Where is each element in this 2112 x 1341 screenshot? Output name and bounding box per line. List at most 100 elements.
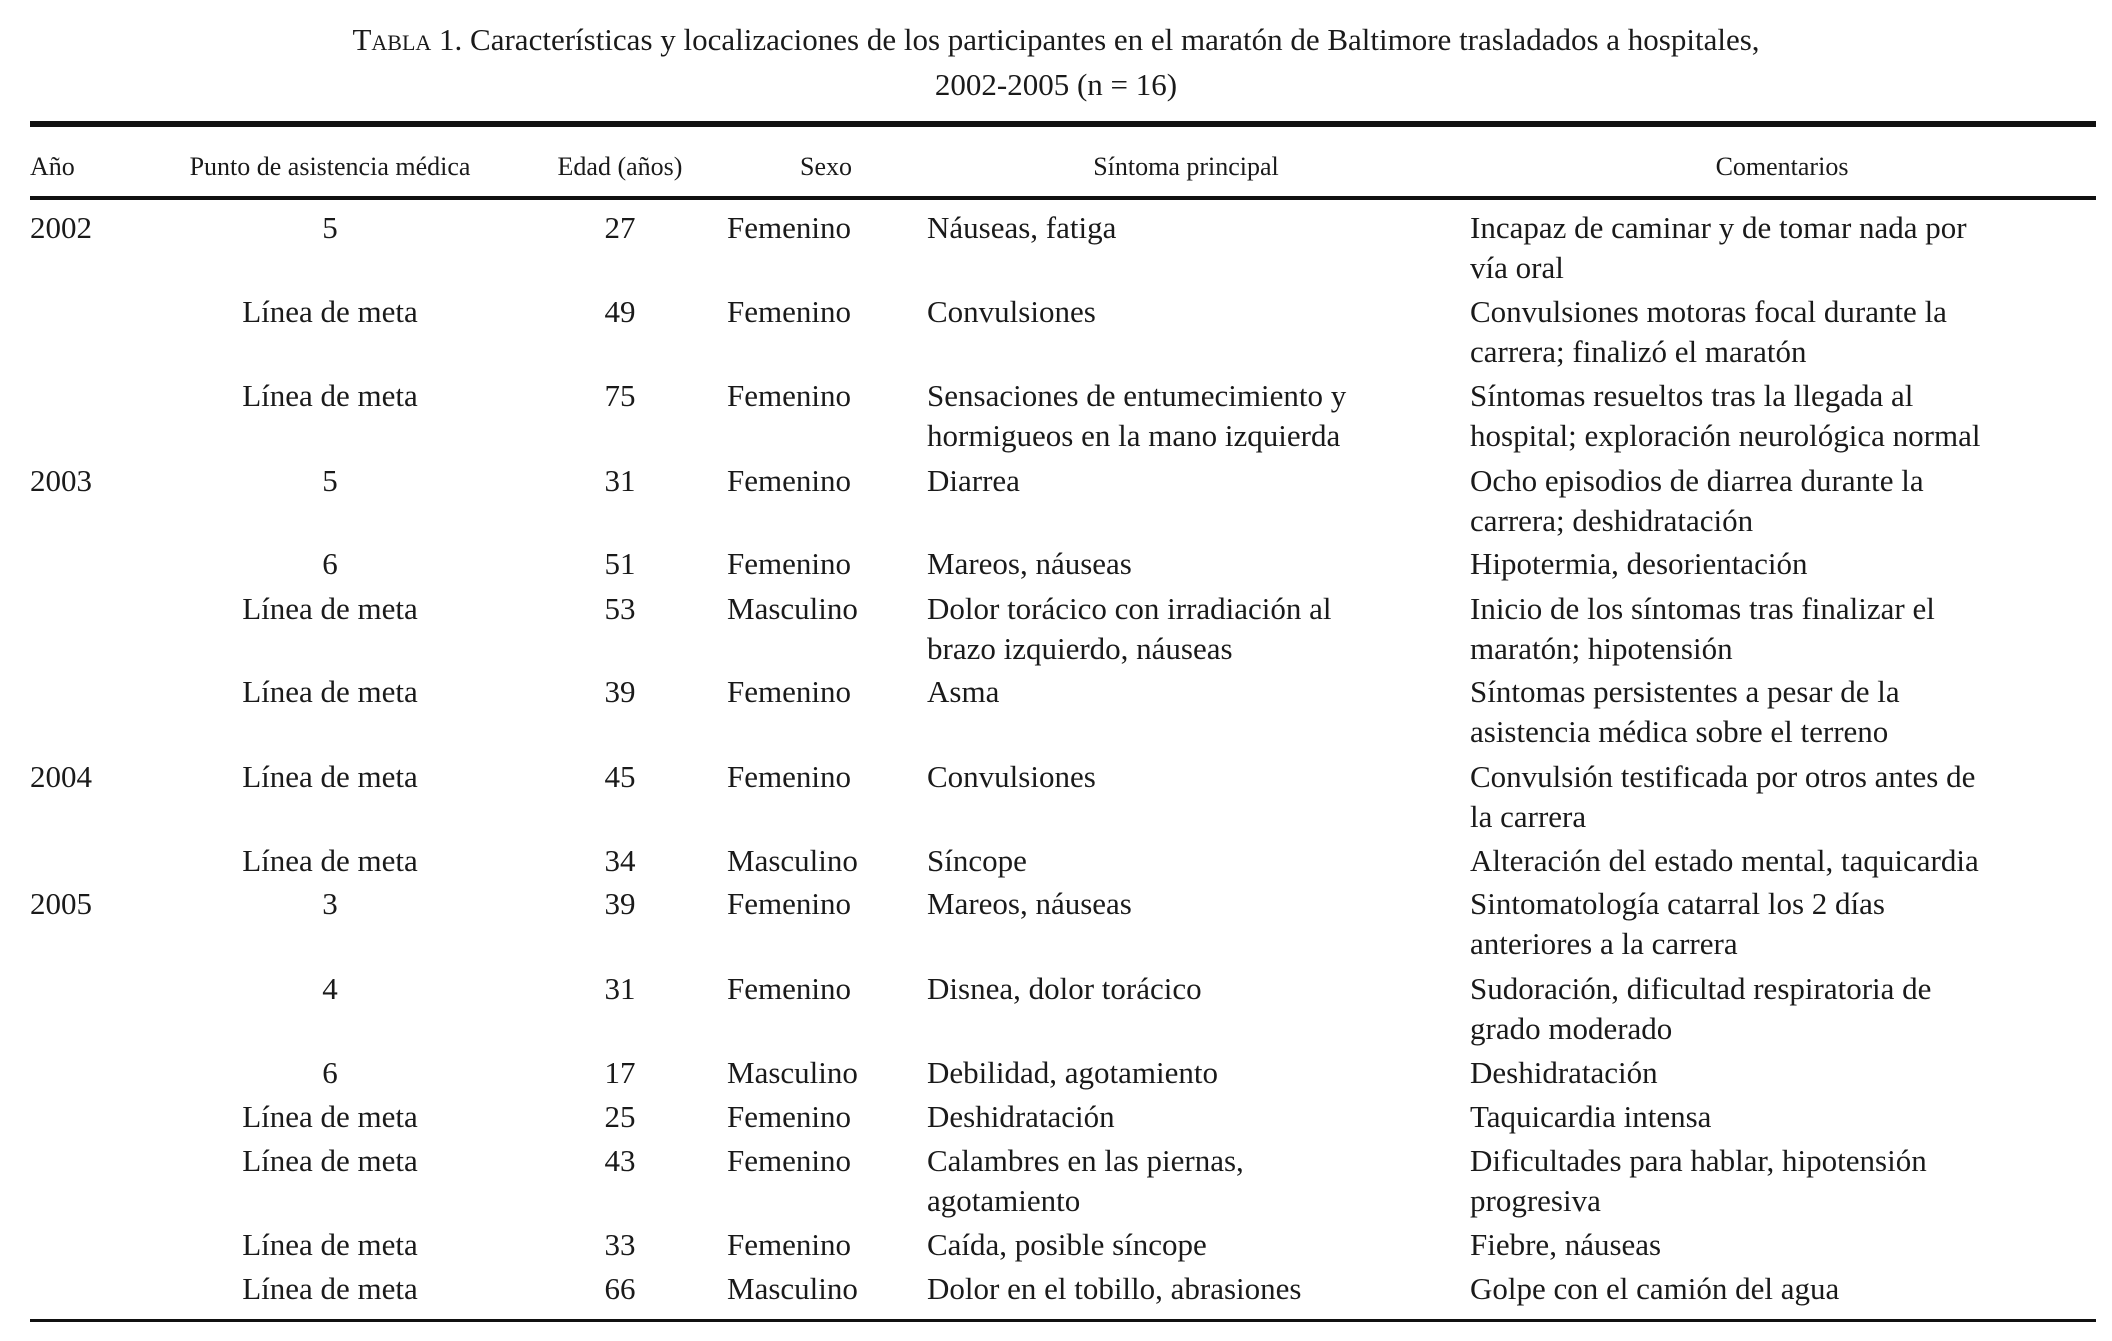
cell-sex: Femenino	[727, 1227, 851, 1262]
cell-age: 25	[604, 1099, 636, 1134]
cell-age: 33	[604, 1227, 636, 1262]
cell-point: Línea de meta	[242, 843, 418, 878]
cell-symptom: hormigueos en la mano izquierda	[927, 418, 1341, 453]
cell-comment: Ocho episodios de diarrea durante la	[1470, 463, 1924, 498]
cell-age: 45	[604, 759, 636, 794]
cell-sex: Masculino	[727, 591, 858, 626]
cell-symptom: Sensaciones de entumecimiento y	[927, 378, 1347, 413]
cell-point: Línea de meta	[242, 1143, 418, 1178]
cell-point: 4	[322, 971, 338, 1006]
cell-symptom: Convulsiones	[927, 294, 1096, 329]
cell-symptom: Convulsiones	[927, 759, 1096, 794]
cell-age: 49	[604, 294, 636, 329]
cell-comment: progresiva	[1470, 1183, 1601, 1218]
cell-sex: Masculino	[727, 1055, 858, 1090]
cell-symptom: brazo izquierdo, náuseas	[927, 631, 1233, 666]
cell-comment: maratón; hipotensión	[1470, 631, 1733, 666]
cell-age: 34	[604, 843, 636, 878]
cell-comment: Fiebre, náuseas	[1470, 1227, 1662, 1262]
cell-comment: Golpe con el camión del agua	[1470, 1271, 1840, 1306]
cell-symptom: Caída, posible síncope	[927, 1227, 1207, 1262]
cell-comment: Síntomas persistentes a pesar de la	[1470, 674, 1900, 709]
header-point: Punto de asistencia médica	[189, 152, 471, 181]
cell-age: 31	[604, 971, 636, 1006]
cell-symptom: Dolor en el tobillo, abrasiones	[927, 1271, 1302, 1306]
cell-point: Línea de meta	[242, 591, 418, 626]
cell-comment: Taquicardia intensa	[1470, 1099, 1712, 1134]
cell-point: 3	[322, 886, 338, 921]
cell-age: 43	[604, 1143, 636, 1178]
cell-year: 2003	[30, 463, 92, 498]
cell-sex: Femenino	[727, 971, 851, 1006]
table-title-text: Características y localizaciones de los …	[462, 22, 1760, 57]
cell-point: 5	[322, 463, 338, 498]
cell-comment: Convulsión testificada por otros antes d…	[1470, 759, 1976, 794]
cell-comment: hospital; exploración neurológica normal	[1470, 418, 1981, 453]
cell-year: 2002	[30, 210, 92, 245]
cell-symptom: Dolor torácico con irradiación al	[927, 591, 1332, 626]
cell-symptom: agotamiento	[927, 1183, 1081, 1218]
cell-symptom: Mareos, náuseas	[927, 546, 1132, 581]
header-comments: Comentarios	[1715, 152, 1849, 181]
table-label: Tabla 1.	[352, 22, 463, 57]
cell-sex: Femenino	[727, 210, 851, 245]
cell-symptom: Mareos, náuseas	[927, 886, 1132, 921]
cell-comment: Deshidratación	[1470, 1055, 1658, 1090]
table-title: Tabla 1. Características y localizacione…	[0, 18, 2112, 62]
cell-point: 5	[322, 210, 338, 245]
cell-symptom: Deshidratación	[927, 1099, 1115, 1134]
cell-sex: Femenino	[727, 463, 851, 498]
cell-symptom: Náuseas, fatiga	[927, 210, 1117, 245]
header-rule	[30, 196, 2096, 200]
cell-year: 2004	[30, 759, 92, 794]
cell-sex: Femenino	[727, 886, 851, 921]
cell-point: 6	[322, 546, 338, 581]
cell-age: 17	[604, 1055, 636, 1090]
cell-point: Línea de meta	[242, 759, 418, 794]
cell-age: 66	[604, 1271, 636, 1306]
cell-comment: Sintomatología catarral los 2 días	[1470, 886, 1885, 921]
cell-symptom: Síncope	[927, 843, 1027, 878]
table-title-line2: 2002-2005 (n = 16)	[934, 67, 1178, 102]
cell-point: Línea de meta	[242, 1271, 418, 1306]
cell-age: 51	[604, 546, 636, 581]
cell-comment: Síntomas resueltos tras la llegada al	[1470, 378, 1914, 413]
cell-comment: Inicio de los síntomas tras finalizar el	[1470, 591, 1935, 626]
cell-point: Línea de meta	[242, 294, 418, 329]
cell-symptom: Disnea, dolor torácico	[927, 971, 1202, 1006]
cell-year: 2005	[30, 886, 92, 921]
cell-comment: anteriores a la carrera	[1470, 926, 1738, 961]
cell-age: 75	[604, 378, 636, 413]
cell-comment: carrera; deshidratación	[1470, 503, 1754, 538]
cell-sex: Femenino	[727, 674, 851, 709]
top-rule	[30, 121, 2096, 127]
header-age: Edad (años)	[557, 152, 683, 181]
cell-sex: Femenino	[727, 1099, 851, 1134]
cell-comment: asistencia médica sobre el terreno	[1470, 714, 1889, 749]
cell-sex: Masculino	[727, 843, 858, 878]
cell-sex: Masculino	[727, 1271, 858, 1306]
cell-sex: Femenino	[727, 1143, 851, 1178]
cell-comment: Hipotermia, desorientación	[1470, 546, 1808, 581]
cell-point: Línea de meta	[242, 378, 418, 413]
bottom-rule	[30, 1319, 2096, 1322]
cell-sex: Femenino	[727, 759, 851, 794]
cell-age: 31	[604, 463, 636, 498]
cell-symptom: Diarrea	[927, 463, 1020, 498]
cell-comment: carrera; finalizó el maratón	[1470, 334, 1807, 369]
header-symptom: Síntoma principal	[1093, 152, 1279, 181]
cell-point: Línea de meta	[242, 674, 418, 709]
cell-age: 39	[604, 886, 636, 921]
cell-age: 53	[604, 591, 636, 626]
cell-point: Línea de meta	[242, 1099, 418, 1134]
cell-age: 27	[604, 210, 636, 245]
cell-point: Línea de meta	[242, 1227, 418, 1262]
header-sex: Sexo	[800, 152, 852, 181]
cell-comment: Incapaz de caminar y de tomar nada por	[1470, 210, 1967, 245]
cell-comment: la carrera	[1470, 799, 1587, 834]
cell-sex: Femenino	[727, 546, 851, 581]
header-year: Año	[30, 152, 75, 181]
cell-comment: grado moderado	[1470, 1011, 1673, 1046]
cell-point: 6	[322, 1055, 338, 1090]
cell-symptom: Debilidad, agotamiento	[927, 1055, 1218, 1090]
